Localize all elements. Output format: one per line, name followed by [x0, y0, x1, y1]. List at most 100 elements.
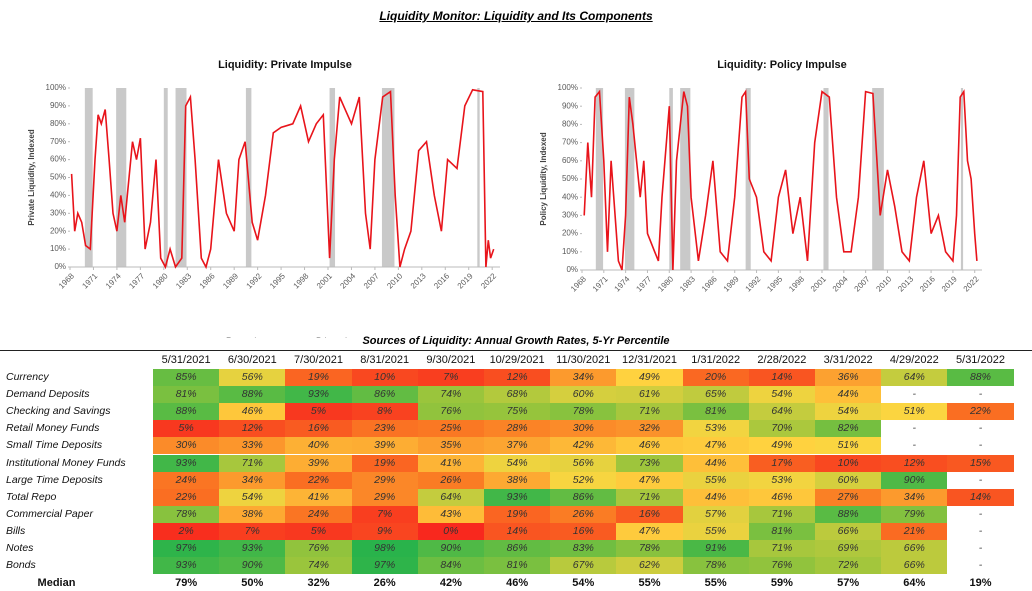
heat-cell: 46%	[616, 437, 683, 455]
heat-cell: 38%	[219, 505, 286, 523]
median-cell: 64%	[903, 577, 926, 590]
y-tick-label: 100%	[46, 83, 66, 92]
heat-cell: 65%	[682, 386, 749, 404]
y-tick-label: 80%	[50, 119, 66, 128]
y-tick-label: 30%	[50, 208, 66, 217]
heat-cell: 93%	[219, 540, 286, 557]
heat-cell: 78%	[153, 505, 220, 523]
heat-cell: 10%	[815, 454, 882, 472]
column-header: 1/31/2022	[691, 354, 741, 366]
heat-cell: -	[978, 542, 983, 554]
y-tick-label: 20%	[562, 229, 578, 238]
heat-cell: 51%	[881, 403, 948, 421]
heat-cell: 67%	[550, 557, 617, 575]
heat-cell: 55%	[682, 471, 749, 489]
x-tick-label: 1980	[151, 271, 170, 290]
heat-cell: 30%	[153, 437, 220, 455]
heat-cell: 41%	[285, 488, 352, 506]
heat-cell: 14%	[947, 488, 1014, 506]
recession-band	[745, 88, 751, 270]
heat-cell: 81%	[484, 557, 551, 575]
median-label: Median	[37, 577, 76, 590]
heat-cell: 56%	[219, 369, 286, 386]
heat-cell: 88%	[815, 505, 882, 523]
heat-cell: 9%	[351, 522, 418, 540]
heat-cell: 53%	[748, 471, 815, 489]
heat-cell: 55%	[682, 522, 749, 540]
heat-cell: 34%	[219, 471, 286, 489]
heat-cell: 88%	[947, 369, 1014, 386]
column-header: 4/29/2022	[889, 354, 939, 366]
heat-cell: 41%	[417, 454, 484, 472]
x-tick-label: 1992	[245, 271, 264, 290]
heat-cell: 33%	[219, 437, 286, 455]
row-label: Institutional Money Funds	[6, 456, 126, 469]
column-header: 6/30/2021	[227, 354, 277, 366]
heat-cell: 54%	[484, 454, 551, 472]
heat-cell: 86%	[351, 386, 418, 404]
x-tick-label: 1998	[292, 271, 311, 290]
heat-cell: 73%	[616, 454, 683, 472]
row-label: Checking and Savings	[6, 405, 111, 418]
heat-cell: 19%	[285, 369, 352, 386]
x-tick-label: 2004	[831, 274, 850, 293]
heat-cell: 79%	[881, 505, 948, 523]
heat-cell: 30%	[550, 420, 617, 438]
heat-cell: 82%	[815, 420, 882, 438]
heat-cell: 61%	[616, 386, 683, 404]
heat-cell: 86%	[550, 488, 617, 506]
x-tick-label: 1968	[57, 271, 76, 290]
x-tick-label: 2004	[338, 271, 357, 290]
heat-cell: 54%	[219, 488, 286, 506]
row-label: Small Time Deposits	[6, 439, 103, 452]
x-tick-label: 1983	[174, 271, 193, 290]
heat-cell: 34%	[881, 488, 948, 506]
heat-cell: 81%	[153, 386, 220, 404]
heat-cell: 90%	[219, 557, 286, 575]
y-tick-label: 100%	[558, 83, 578, 92]
x-tick-label: 2001	[809, 274, 828, 293]
heat-cell: 17%	[748, 454, 815, 472]
heat-cell: 78%	[616, 540, 683, 557]
heat-cell: 24%	[285, 505, 352, 523]
median-cell: 46%	[506, 577, 529, 590]
heat-cell: 7%	[351, 505, 418, 523]
heat-cell: 52%	[550, 471, 617, 489]
column-header: 11/30/2021	[556, 354, 611, 366]
x-tick-label: 2016	[918, 274, 937, 293]
heat-cell: 64%	[881, 369, 948, 386]
heat-cell: 21%	[881, 522, 948, 540]
y-tick-label: 50%	[562, 174, 578, 183]
recession-band	[163, 88, 168, 267]
line-series	[70, 88, 495, 270]
heat-cell: 10%	[351, 369, 418, 386]
heat-cell: 72%	[815, 557, 882, 575]
heat-cell: -	[978, 388, 983, 401]
x-tick-label: 1968	[569, 274, 588, 293]
recession-band	[175, 88, 187, 267]
heat-cell: 22%	[153, 488, 220, 506]
heat-cell: 35%	[417, 437, 484, 455]
heat-cell: 90%	[881, 471, 948, 489]
column-header: 9/30/2021	[426, 354, 476, 366]
heat-cell: -	[978, 507, 983, 520]
heat-cell: -	[978, 559, 983, 572]
y-tick-label: 20%	[50, 226, 66, 235]
heat-cell: 42%	[550, 437, 617, 455]
column-header: 10/29/2021	[489, 354, 545, 366]
heat-cell: 34%	[550, 369, 617, 386]
x-tick-label: 1995	[765, 274, 784, 293]
x-tick-label: 2007	[853, 274, 872, 293]
heat-cell: 97%	[351, 557, 418, 575]
heat-cell: 47%	[616, 522, 683, 540]
column-header: 12/31/2021	[621, 354, 678, 366]
row-label: Currency	[6, 371, 49, 383]
median-cell: 59%	[770, 577, 793, 590]
y-tick-label: 40%	[50, 191, 66, 200]
x-tick-label: 1977	[634, 274, 653, 293]
y-axis-label: Private Liquidity, Indexed	[27, 129, 36, 225]
heat-cell: 51%	[815, 437, 882, 455]
heat-cell: 27%	[815, 488, 882, 506]
x-tick-label: 1971	[591, 274, 610, 293]
